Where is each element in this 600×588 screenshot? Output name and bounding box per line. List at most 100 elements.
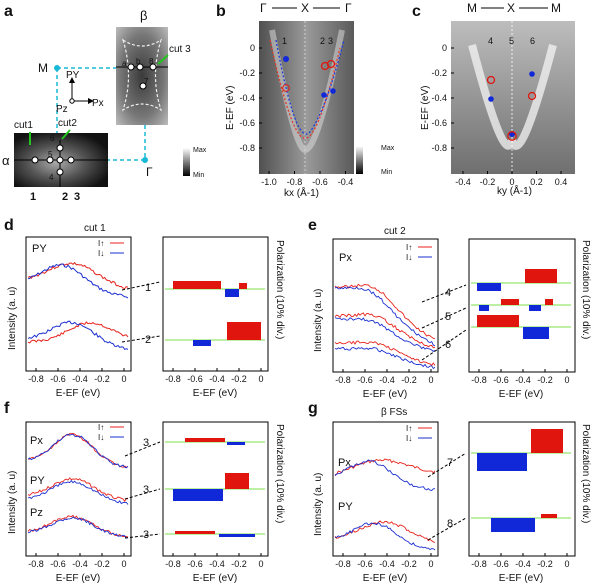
legend-down-label: I↓ xyxy=(98,433,104,442)
energy-tick-label: -0.4 xyxy=(209,559,225,569)
y-tick-label: -0.6 xyxy=(239,118,255,128)
y-tick-label: -0.6 xyxy=(431,118,447,128)
intensity-curve xyxy=(27,433,129,469)
cut1-label: cut1 xyxy=(14,120,33,131)
spin-block xyxy=(239,283,247,289)
b-top-right: Γ xyxy=(345,1,352,15)
spin-block xyxy=(545,299,553,305)
f-arrow-1 xyxy=(124,441,161,457)
g-ylabel: Intensity (a. u) xyxy=(313,473,324,536)
panel-f: f Px PY Pz 3 3 3 Intensity (a. u) Polari… xyxy=(4,400,285,557)
g-orbital-px: Px xyxy=(338,457,351,469)
c-ylabel: E-EF (eV) xyxy=(420,86,431,130)
gamma-point xyxy=(142,157,148,163)
intensity-curve xyxy=(334,459,436,491)
panel-a-color-scale xyxy=(183,148,190,176)
intensity-curve xyxy=(334,317,436,352)
b-top-left: Γ xyxy=(260,1,267,15)
cut2-label: cut2 xyxy=(58,118,77,129)
energy-tick-label: -0.6 xyxy=(187,374,203,384)
y-tick-label: -0.2 xyxy=(431,68,447,78)
x-tick-label: -0.2 xyxy=(480,177,496,187)
c-cut-5: 5 xyxy=(509,36,514,46)
energy-tick-label: -0.2 xyxy=(94,374,110,384)
d-cut-num-1: 1 xyxy=(145,282,151,294)
panel-letter-a: a xyxy=(4,3,13,20)
panel-a-scale-min: Min xyxy=(193,172,204,179)
d-ylabel-right: Polarization (10% div.) xyxy=(274,240,285,339)
energy-tick-label: 0 xyxy=(564,559,569,569)
x-tick-label: -0.8 xyxy=(287,177,303,187)
energy-axis-label: E-EF (eV) xyxy=(193,573,237,584)
legend-down-label: I↓ xyxy=(406,434,412,443)
energy-tick-label: 0 xyxy=(121,559,126,569)
py-arrowhead xyxy=(69,77,75,83)
energy-x-axes: -0.8 -0.6 -0.4 -0.2 0 E-EF (eV) -0.8 -0.6 -0.4 -0… xyxy=(28,368,570,584)
x-tick-label: 0.4 xyxy=(555,177,568,187)
intensity-curve xyxy=(334,458,436,476)
beta-point-8 xyxy=(149,63,157,71)
c-dot-blue-6 xyxy=(529,71,535,77)
d-title: cut 1 xyxy=(84,223,106,234)
energy-tick-label: -0.6 xyxy=(493,375,509,385)
intensity-curve xyxy=(334,312,436,349)
beta-point-b xyxy=(136,63,144,71)
b-ylabel: E-EF (eV) xyxy=(225,86,236,130)
f-ylabel: Intensity (a. u) xyxy=(7,471,18,534)
y-tick-label: -0.4 xyxy=(431,93,447,103)
panel-letter-c: c xyxy=(412,3,421,20)
energy-tick-label: -0.6 xyxy=(493,559,509,569)
d-spin-polarization-2 xyxy=(165,322,265,346)
beta-label-a: a xyxy=(122,59,127,68)
panel-letter-b: b xyxy=(216,3,226,20)
spin-block xyxy=(173,281,221,289)
d-arrow-2 xyxy=(121,335,161,343)
spin-block xyxy=(501,299,519,305)
e-cut-num-4: 4 xyxy=(445,287,451,299)
intensity-curve xyxy=(27,477,129,503)
alpha-label-6: 6 xyxy=(50,134,55,143)
g-ylabel-right: Polarization (10% div.) xyxy=(580,424,591,523)
f-cut-num-3: 3 xyxy=(143,529,149,541)
energy-axis-label: E-EF (eV) xyxy=(363,389,407,400)
g-cut-num-8: 8 xyxy=(447,518,453,530)
spin-block xyxy=(541,514,557,518)
spin-block xyxy=(523,327,549,339)
energy-axis-label: E-EF (eV) xyxy=(56,573,100,584)
b-x-axis: -1.0 -0.8 -0.6 -0.4 xyxy=(261,171,353,187)
c-dot-red-5 xyxy=(507,131,517,141)
energy-tick-label: -0.8 xyxy=(471,559,487,569)
f-legend: I↑I↓ xyxy=(98,423,124,442)
c-cut-6: 6 xyxy=(530,36,535,46)
d-ylabel: Intensity (a. u) xyxy=(7,287,18,350)
m-label: M xyxy=(38,61,48,75)
intensity-curve xyxy=(334,340,436,367)
spin-block xyxy=(225,289,239,297)
d-arrow-1 xyxy=(121,281,161,291)
e-ylabel: Intensity (a. u) xyxy=(313,289,324,352)
legend-up-label: I↑ xyxy=(98,423,104,432)
beta-point-7 xyxy=(139,82,147,90)
e-curves xyxy=(334,283,436,370)
panel-d: d cut 1 PY 1 2 Intensity (a. u) Polariza… xyxy=(4,217,285,372)
panel-c: c M X M 0 -0.2 -0.4 -0.6 -0.8 -0.4 -0.2 0 0.2 0.… xyxy=(412,1,575,197)
legend-up-label: I↑ xyxy=(406,243,412,252)
energy-tick-label: -0.8 xyxy=(165,374,181,384)
pz-dot xyxy=(69,98,75,104)
d-polarization-frame xyxy=(162,236,269,372)
c-cut-4: 4 xyxy=(488,36,493,46)
f-cut-num-2: 3 xyxy=(143,484,149,496)
beta-contour xyxy=(121,38,163,112)
d-down-curve-2 xyxy=(27,320,129,351)
spin-block xyxy=(477,283,501,291)
energy-axis-label: E-EF (eV) xyxy=(193,388,237,399)
energy-tick-label: -0.8 xyxy=(28,559,44,569)
spin-block xyxy=(227,442,245,445)
spin-block xyxy=(225,473,249,489)
d-intensity-frame xyxy=(25,236,132,372)
e-arrow-5 xyxy=(421,307,467,329)
energy-axis-label: E-EF (eV) xyxy=(363,573,407,584)
intensity-curve xyxy=(27,514,129,538)
e-orbital: Px xyxy=(339,252,352,264)
